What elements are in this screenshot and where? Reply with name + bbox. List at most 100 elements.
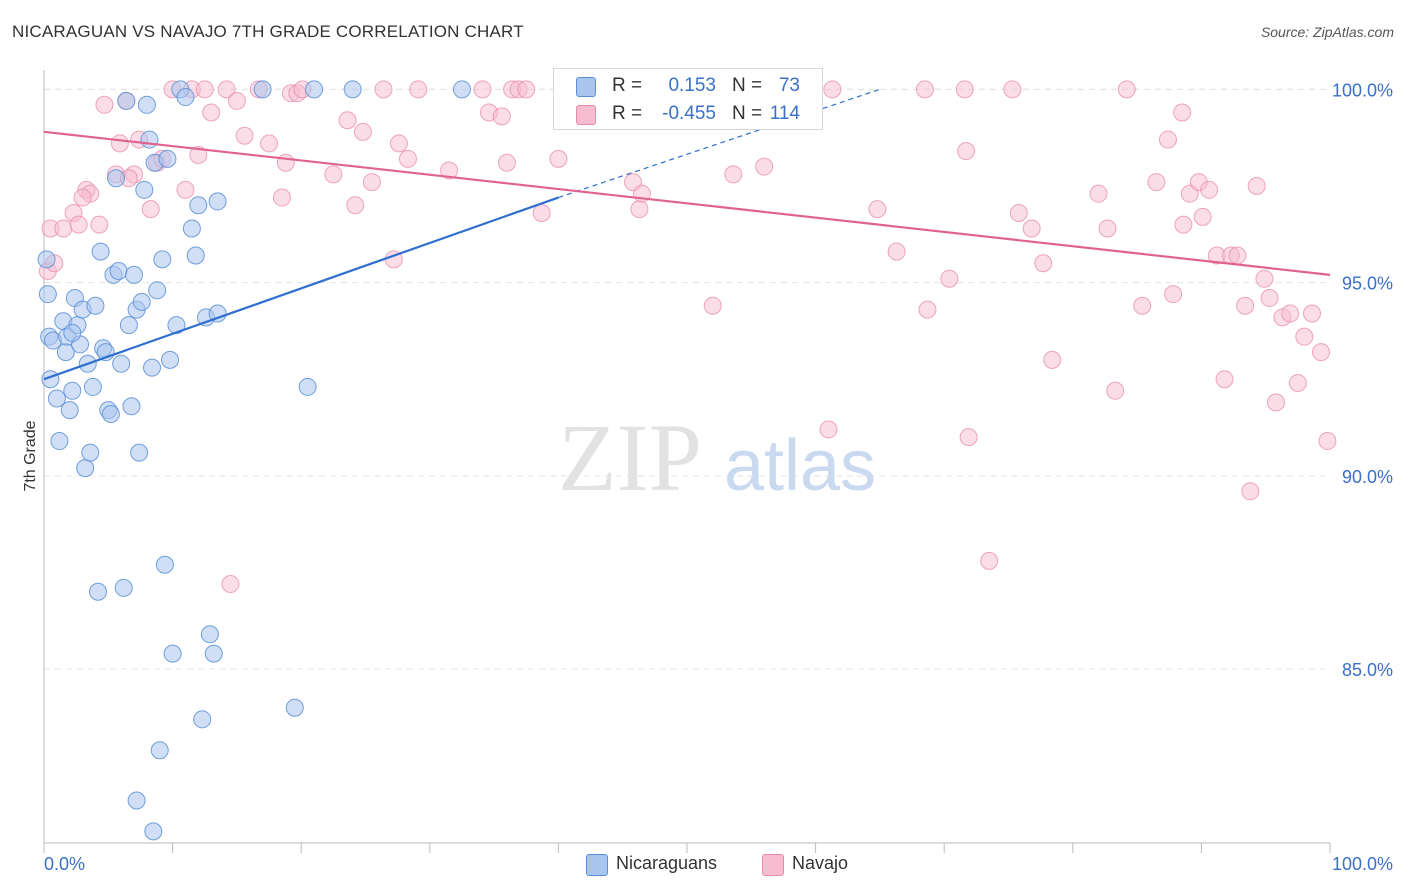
y-tick-label: 85.0% <box>1342 660 1393 680</box>
nicaraguans-point <box>135 180 154 199</box>
navajo-point <box>1193 207 1212 226</box>
n-label: N = <box>732 103 763 124</box>
navajo-point <box>189 146 208 165</box>
trend-lines <box>43 88 1331 381</box>
nicaraguans-point <box>163 644 182 663</box>
chart-title: NICARAGUAN VS NAVAJO 7TH GRADE CORRELATI… <box>12 22 524 41</box>
nicaraguans-point <box>189 196 208 215</box>
navajo-point <box>703 296 722 315</box>
n-value: 114 <box>769 103 800 124</box>
legend-row-nicaraguans: R = 0.153 N = 73 <box>554 73 822 101</box>
nicaraguans-point <box>50 432 69 451</box>
nicaraguans-point <box>112 354 131 373</box>
nicaraguans-point <box>186 246 205 265</box>
navajo-point <box>440 161 459 180</box>
navajo-point <box>338 111 357 130</box>
nicaraguans-point <box>130 443 149 462</box>
navajo-point <box>346 196 365 215</box>
navajo-point <box>1003 80 1022 99</box>
navajo-point <box>1022 219 1041 238</box>
navajo-point <box>362 173 381 192</box>
navajo-point <box>1288 374 1307 393</box>
navajo-point <box>398 149 417 168</box>
nicaraguans-point <box>158 149 177 168</box>
navajo-point <box>1247 176 1266 195</box>
navajo-point <box>915 80 934 99</box>
navajo-point <box>473 80 492 99</box>
navajo-point <box>1164 285 1183 304</box>
nicaraguans-point <box>107 169 126 188</box>
navajo-point <box>1241 482 1260 501</box>
nicaraguans-point <box>144 822 163 841</box>
navajo-swatch <box>762 854 784 876</box>
navajo-point <box>532 204 551 223</box>
nicaraguans-point <box>305 80 324 99</box>
navajo-point <box>1215 370 1234 389</box>
navajo-point <box>110 134 129 153</box>
navajo-point <box>755 157 774 176</box>
navajo-point <box>1255 269 1274 288</box>
y-tick-label: 100.0% <box>1332 80 1393 100</box>
nicaraguans-point <box>101 404 120 423</box>
nicaraguans-point <box>81 443 100 462</box>
watermark-atlas: atlas <box>724 426 876 506</box>
nicaraguans-point <box>155 555 174 574</box>
navajo-point <box>276 153 295 172</box>
navajo-point <box>324 165 343 184</box>
nicaraguans-points <box>37 80 471 841</box>
navajo-point <box>868 200 887 219</box>
nicaraguans-swatch <box>586 854 608 876</box>
navajo-point <box>724 165 743 184</box>
nicaraguans-point <box>119 316 138 335</box>
nicaraguans-point <box>125 265 144 284</box>
navajo-point <box>1173 103 1192 122</box>
source-label: Source: ZipAtlas.com <box>1260 24 1394 40</box>
navajo-point <box>1228 246 1247 265</box>
legend-row-navajo: R = -0.455 N = 114 <box>554 101 822 129</box>
navajo-point <box>1266 393 1285 412</box>
navajo-point <box>1236 296 1255 315</box>
nicaraguans-point <box>200 625 219 644</box>
navajo-point <box>1043 350 1062 369</box>
navajo-point <box>217 80 236 99</box>
nicaraguans-point <box>114 578 133 597</box>
nicaraguans-point <box>109 261 128 280</box>
nicaraguans-point <box>143 358 162 377</box>
nicaraguans-point <box>208 304 227 323</box>
navajo-point <box>940 269 959 288</box>
navajo-points <box>38 80 1337 594</box>
n-value: 73 <box>778 75 800 96</box>
navajo-point <box>1098 219 1117 238</box>
nicaraguans-point <box>150 741 169 760</box>
nicaraguans-point <box>285 698 304 717</box>
navajo-point <box>918 300 937 319</box>
navajo-point <box>819 420 838 439</box>
navajo-point <box>1318 432 1337 451</box>
r-label: R = <box>612 103 643 124</box>
nicaraguans-point <box>148 281 167 300</box>
legend-label-nicaraguans: Nicaraguans <box>616 853 718 873</box>
nicaraguans-point <box>452 80 471 99</box>
nicaraguans-point <box>38 285 57 304</box>
navajo-point <box>823 80 842 99</box>
nicaraguans-trend-line <box>43 196 559 381</box>
navajo-point <box>260 134 279 153</box>
navajo-point <box>980 551 999 570</box>
navajo-point <box>95 95 114 114</box>
nicaraguans-point <box>193 710 212 729</box>
navajo-point <box>1295 327 1314 346</box>
nicaraguans-point <box>298 377 317 396</box>
navajo-point <box>1147 173 1166 192</box>
navajo-point <box>1106 381 1125 400</box>
navajo-point <box>497 153 516 172</box>
navajo-point <box>1281 304 1300 323</box>
navajo-point <box>1302 304 1321 323</box>
correlation-legend: R = 0.153 N = 73 R = -0.455 N = 114 <box>553 68 823 130</box>
navajo-point <box>1311 343 1330 362</box>
nicaraguans-point <box>140 130 159 149</box>
nicaraguans-point <box>204 644 223 663</box>
x-tick-label-min: 0.0% <box>44 854 85 874</box>
navajo-point <box>630 200 649 219</box>
nicaraguans-point <box>37 250 56 269</box>
